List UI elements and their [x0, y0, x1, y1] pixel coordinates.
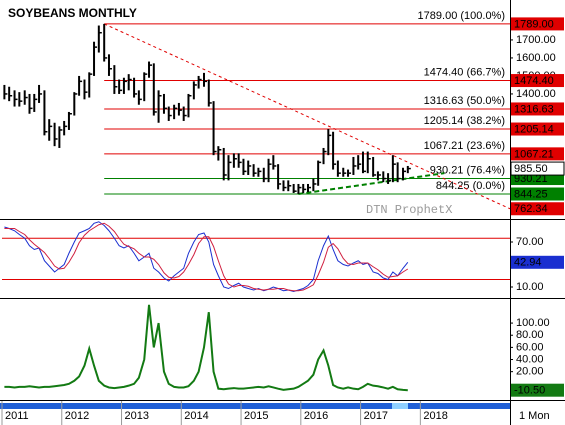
value-tag [511, 202, 564, 216]
value-tag [510, 161, 565, 176]
y-tick-label: 1700.00 [516, 34, 556, 46]
time-band-highlight [392, 403, 408, 409]
y-tick-label: 100.00 [516, 317, 550, 329]
value-tag-label: 42.94 [514, 257, 542, 269]
x-tick-label: 2015 [244, 410, 268, 422]
series-line [4, 221, 409, 293]
y-tick-label: 80.00 [516, 329, 544, 341]
y-tick-label: 1600.00 [516, 52, 556, 64]
series-line [4, 304, 408, 392]
level-label: 1067.21 (23.6%) [424, 140, 505, 152]
value-tag [511, 147, 564, 161]
x-tick-label: 2017 [364, 410, 388, 422]
x-tick-label: 2014 [184, 410, 208, 422]
watermark: DTN ProphetX [366, 203, 452, 217]
value-tag [511, 102, 564, 116]
series-line [4, 222, 409, 292]
x-tick-label: 2016 [304, 410, 328, 422]
value-tag-label: -10.50 [514, 385, 545, 397]
level-label: 930.21 (76.4%) [430, 164, 505, 176]
y-tick-label: 70.00 [516, 236, 544, 248]
y-tick-label: 10.00 [516, 281, 544, 293]
level-label: 1474.40 (66.7%) [424, 66, 505, 78]
level-label: 844.25 (0.0%) [436, 180, 505, 192]
level-label: 1205.14 (38.2%) [424, 115, 505, 127]
y-tick-label: 20.00 [516, 366, 544, 378]
value-tag [511, 255, 564, 269]
value-tag [511, 187, 564, 201]
level-label: 1316.63 (50.0%) [424, 95, 505, 107]
x-tick-label: 2018 [423, 410, 447, 422]
value-tag-label: 1789.00 [514, 18, 554, 30]
level-label: 1789.00 (100.0%) [418, 10, 505, 22]
value-tag-label: 762.34 [514, 203, 548, 215]
value-tag-label: 985.50 [514, 163, 548, 175]
value-tag-label: 1205.14 [514, 123, 554, 135]
value-tag-label: 1067.21 [514, 148, 554, 160]
chart-title: SOYBEANS MONTHLY [8, 6, 137, 20]
trend-line [298, 172, 445, 195]
value-tag [511, 74, 564, 88]
value-tag [511, 122, 564, 136]
value-tag-label: 1316.63 [514, 103, 554, 115]
y-tick-label: 1400.00 [516, 88, 556, 100]
value-tag-label: 844.25 [514, 188, 548, 200]
value-tag-label: 1474.40 [514, 75, 554, 87]
y-tick-label: 40.00 [516, 353, 544, 365]
timeframe: 1 Mon [519, 410, 550, 422]
time-band [0, 403, 510, 409]
value-tag [511, 383, 564, 397]
y-tick-label: 60.00 [516, 341, 544, 353]
trend-line [103, 23, 511, 210]
value-tag [511, 17, 564, 31]
x-tick-label: 2011 [5, 410, 29, 422]
value-tag-label: 930.21 [514, 173, 548, 185]
x-tick-label: 2012 [65, 410, 89, 422]
x-tick-label: 2013 [125, 410, 149, 422]
